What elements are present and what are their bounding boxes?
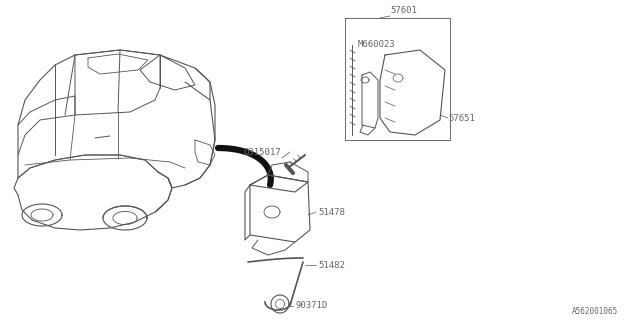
Text: Q315017: Q315017 [243, 148, 280, 156]
Text: 90371D: 90371D [295, 301, 327, 310]
Text: 57651: 57651 [448, 114, 475, 123]
Text: 51482: 51482 [318, 260, 345, 269]
Text: M660023: M660023 [358, 40, 396, 49]
Text: 57601: 57601 [390, 6, 417, 15]
Text: 51478: 51478 [318, 207, 345, 217]
Text: A562001065: A562001065 [572, 307, 618, 316]
